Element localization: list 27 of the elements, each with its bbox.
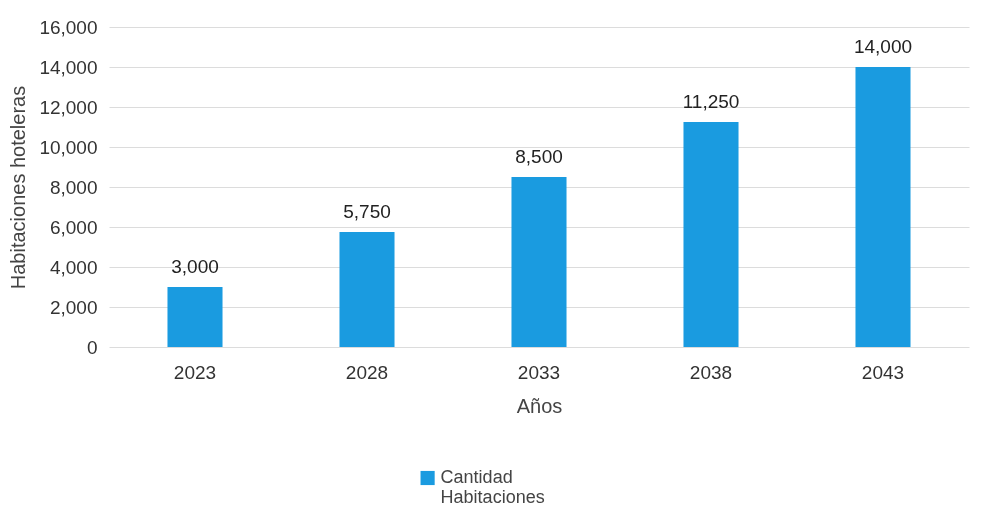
y-tick-label: 14,000: [39, 56, 98, 78]
y-tick-label: 12,000: [39, 96, 98, 118]
y-tick-label: 2,000: [49, 296, 98, 318]
x-tick-label: 2043: [861, 361, 905, 383]
x-tick-label: 2033: [517, 361, 561, 383]
y-tick-label: 8,000: [49, 176, 98, 198]
bar: [167, 287, 223, 347]
bar: [511, 177, 567, 347]
y-tick-label: 4,000: [49, 256, 98, 278]
data-label: 8,500: [515, 146, 563, 167]
bar: [855, 67, 911, 347]
data-label: 14,000: [853, 36, 913, 57]
y-tick-label: 16,000: [39, 16, 98, 38]
x-tick-label: 2023: [173, 361, 217, 383]
y-tick-label: 0: [86, 336, 98, 358]
data-label: 11,250: [682, 91, 740, 112]
y-axis-title: Habitaciones hoteleras: [7, 85, 30, 290]
y-tick-label: 10,000: [39, 136, 98, 158]
data-label: 3,000: [171, 256, 219, 277]
bar: [683, 122, 739, 347]
data-label: 5,750: [343, 201, 391, 222]
x-tick-label: 2038: [689, 361, 733, 383]
y-tick-label: 6,000: [49, 216, 98, 238]
x-axis-title: Años: [516, 394, 563, 417]
bar: [339, 232, 395, 347]
legend-label: Cantidad Habitaciones: [440, 467, 545, 507]
x-tick-label: 2028: [345, 361, 389, 383]
